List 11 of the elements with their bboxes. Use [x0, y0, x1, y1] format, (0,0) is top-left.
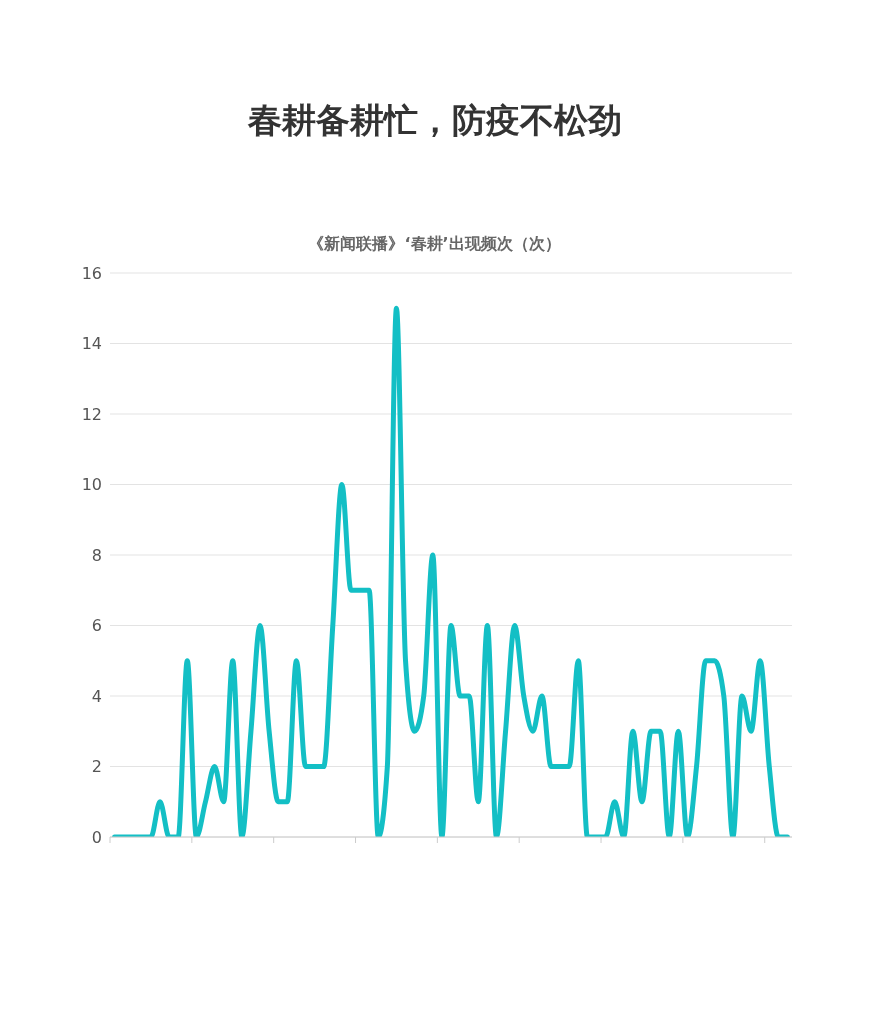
y-tick-label: 8 — [91, 545, 102, 565]
y-tick-label: 2 — [91, 757, 102, 777]
y-tick-label: 4 — [91, 686, 102, 706]
y-tick-label: 6 — [91, 616, 102, 636]
y-tick-label: 16 — [81, 263, 102, 283]
chart-title: 春耕备耕忙，防疫不松劲 — [246, 99, 623, 142]
y-tick-label: 0 — [91, 827, 102, 847]
y-tick-label: 14 — [81, 334, 102, 354]
chart-subtitle: 《新闻联播》‘春耕’出现频次（次） — [307, 234, 562, 255]
y-tick-label: 12 — [81, 404, 102, 424]
y-tick-label: 10 — [81, 475, 102, 495]
